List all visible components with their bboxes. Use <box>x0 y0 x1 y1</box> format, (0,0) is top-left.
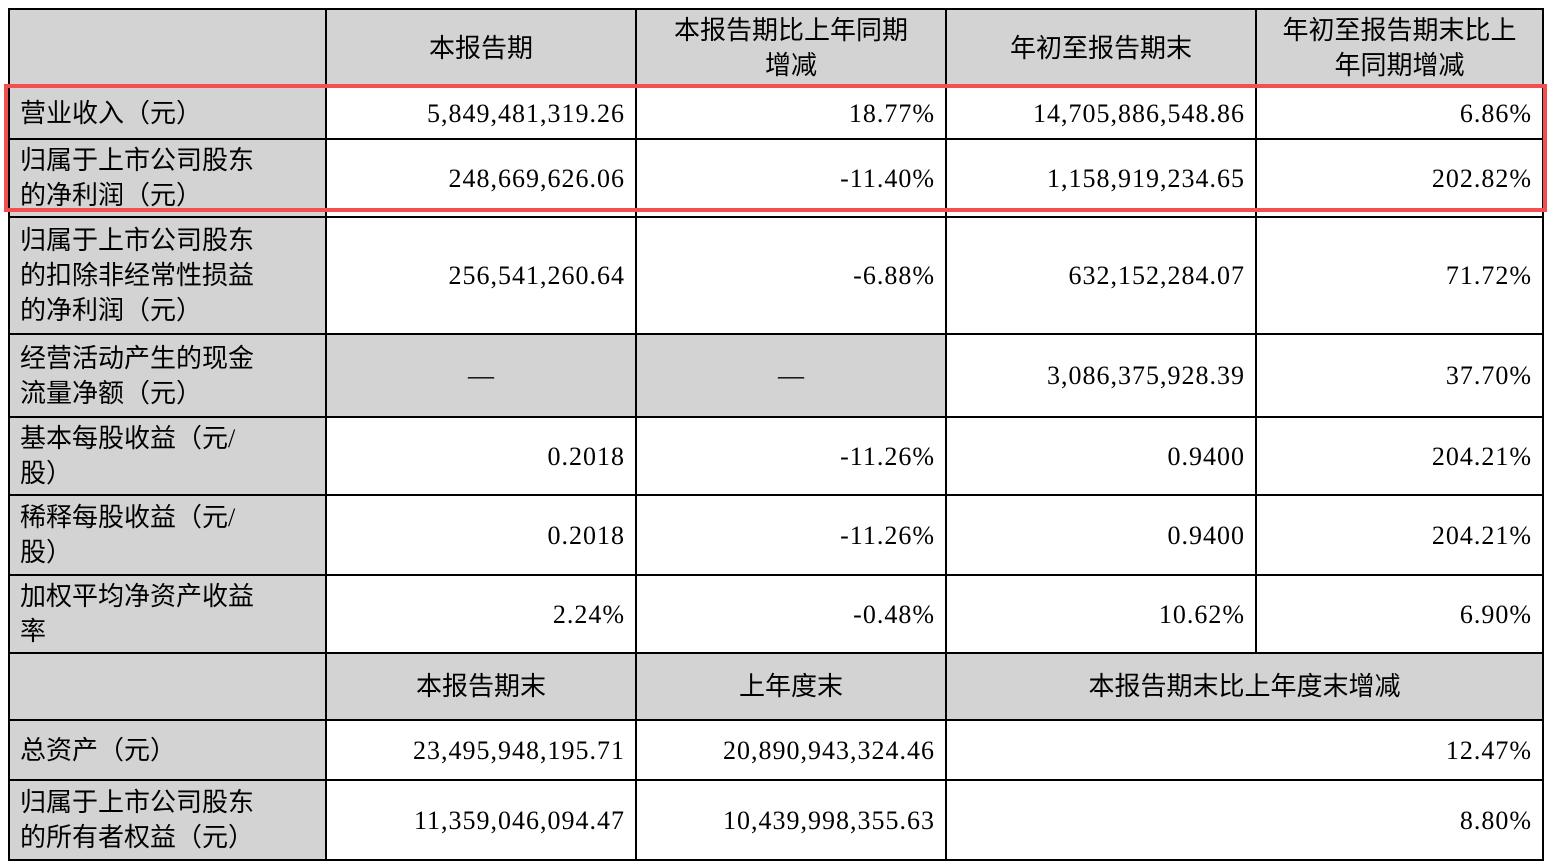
row-label-cell: 经营活动产生的现金 流量净额（元） <box>8 333 327 418</box>
table-row-diluted-eps: 稀释每股收益（元/ 股） 0.2018 -11.26% 0.9400 204.2… <box>8 494 1544 576</box>
value-cell: 8.80% <box>945 779 1544 861</box>
value-cell: 14,705,886,548.86 <box>945 86 1257 140</box>
row-label-cell: 归属于上市公司股东 的净利润（元） <box>8 138 327 218</box>
value-cell: -11.26% <box>635 494 947 576</box>
table-row-operating-cash-flow: 经营活动产生的现金 流量净额（元） — — 3,086,375,928.39 3… <box>8 333 1544 418</box>
value-cell: -0.48% <box>635 574 947 654</box>
value-cell: 204.21% <box>1255 416 1544 496</box>
value-cell: 204.21% <box>1255 494 1544 576</box>
section1-header-row: 本报告期 本报告期比上年同期 增减 年初至报告期末 年初至报告期末比上 年同期增… <box>8 8 1544 88</box>
value-cell: 248,669,626.06 <box>325 138 637 218</box>
section2-header-row: 本报告期末 上年度末 本报告期末比上年度末增减 <box>8 652 1544 721</box>
header-empty-cell <box>8 652 327 721</box>
table-row-net-profit: 归属于上市公司股东 的净利润（元） 248,669,626.06 -11.40%… <box>8 138 1544 218</box>
header-ytd: 年初至报告期末 <box>945 8 1257 88</box>
value-cell: 0.2018 <box>325 416 637 496</box>
header-end-of-last-year: 上年度末 <box>635 652 947 721</box>
value-cell: 12.47% <box>945 719 1544 781</box>
value-cell: 18.77% <box>635 86 947 140</box>
value-cell-na: — <box>635 333 947 418</box>
value-cell: 11,359,046,094.47 <box>325 779 637 861</box>
value-cell: 202.82% <box>1255 138 1544 218</box>
row-label-cell: 基本每股收益（元/ 股） <box>8 416 327 496</box>
row-label-cell: 归属于上市公司股东 的扣除非经常性损益 的净利润（元） <box>8 216 327 335</box>
table-row-revenue: 营业收入（元） 5,849,481,319.26 18.77% 14,705,8… <box>8 86 1544 140</box>
value-cell: 3,086,375,928.39 <box>945 333 1257 418</box>
value-cell: 2.24% <box>325 574 637 654</box>
row-label-cell: 归属于上市公司股东 的所有者权益（元） <box>8 779 327 861</box>
value-cell: -6.88% <box>635 216 947 335</box>
header-empty-cell <box>8 8 327 88</box>
value-cell: 5,849,481,319.26 <box>325 86 637 140</box>
table-row-net-profit-excl-nonrecurring: 归属于上市公司股东 的扣除非经常性损益 的净利润（元） 256,541,260.… <box>8 216 1544 335</box>
header-yoy-change: 本报告期比上年同期 增减 <box>635 8 947 88</box>
table-row-total-assets: 总资产（元） 23,495,948,195.71 20,890,943,324.… <box>8 719 1544 781</box>
table-row-shareholders-equity: 归属于上市公司股东 的所有者权益（元） 11,359,046,094.47 10… <box>8 779 1544 861</box>
value-cell-na: — <box>325 333 637 418</box>
header-current-period: 本报告期 <box>325 8 637 88</box>
row-label-cell: 稀释每股收益（元/ 股） <box>8 494 327 576</box>
value-cell: 0.2018 <box>325 494 637 576</box>
value-cell: 10.62% <box>945 574 1257 654</box>
header-end-of-period: 本报告期末 <box>325 652 637 721</box>
value-cell: 10,439,998,355.63 <box>635 779 947 861</box>
table-row-basic-eps: 基本每股收益（元/ 股） 0.2018 -11.26% 0.9400 204.2… <box>8 416 1544 496</box>
table-row-weighted-avg-roe: 加权平均净资产收益 率 2.24% -0.48% 10.62% 6.90% <box>8 574 1544 654</box>
value-cell: 37.70% <box>1255 333 1544 418</box>
value-cell: 0.9400 <box>945 494 1257 576</box>
header-period-end-change: 本报告期末比上年度末增减 <box>945 652 1544 721</box>
value-cell: 20,890,943,324.46 <box>635 719 947 781</box>
value-cell: -11.26% <box>635 416 947 496</box>
value-cell: 1,158,919,234.65 <box>945 138 1257 218</box>
row-label-cell: 总资产（元） <box>8 719 327 781</box>
header-ytd-yoy-change: 年初至报告期末比上 年同期增减 <box>1255 8 1544 88</box>
financial-summary: 本报告期 本报告期比上年同期 增减 年初至报告期末 年初至报告期末比上 年同期增… <box>8 8 1544 861</box>
value-cell: 0.9400 <box>945 416 1257 496</box>
financial-summary-table: 本报告期 本报告期比上年同期 增减 年初至报告期末 年初至报告期末比上 年同期增… <box>8 8 1544 861</box>
value-cell: 632,152,284.07 <box>945 216 1257 335</box>
row-label-cell: 加权平均净资产收益 率 <box>8 574 327 654</box>
value-cell: 23,495,948,195.71 <box>325 719 637 781</box>
value-cell: 71.72% <box>1255 216 1544 335</box>
value-cell: 6.90% <box>1255 574 1544 654</box>
value-cell: -11.40% <box>635 138 947 218</box>
value-cell: 6.86% <box>1255 86 1544 140</box>
row-label-cell: 营业收入（元） <box>8 86 327 140</box>
value-cell: 256,541,260.64 <box>325 216 637 335</box>
